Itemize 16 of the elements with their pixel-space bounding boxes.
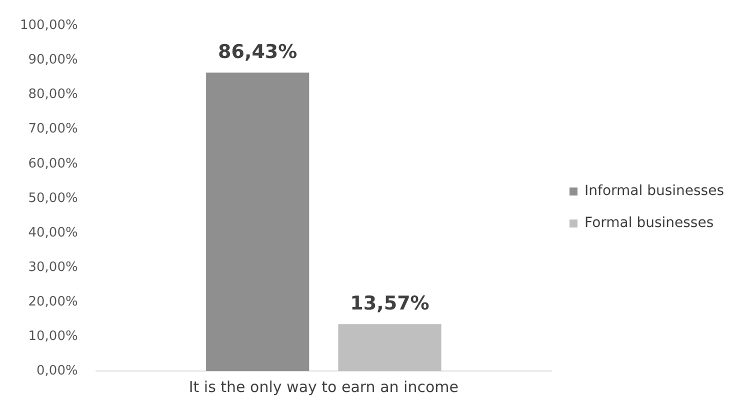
legend-label: Formal businesses bbox=[584, 215, 714, 232]
y-tick-label: 60,00% bbox=[28, 156, 78, 172]
x-tick-label: It is the only way to earn an income bbox=[188, 378, 459, 396]
y-tick-label: 30,00% bbox=[28, 260, 78, 275]
data-label: 86,43% bbox=[218, 41, 298, 64]
y-tick-label: 100,00% bbox=[20, 18, 78, 34]
y-tick-label: 20,00% bbox=[28, 294, 78, 310]
y-tick-label: 0,00% bbox=[36, 363, 78, 378]
legend-label: Informal businesses bbox=[584, 183, 724, 200]
data-label: 13,57% bbox=[350, 292, 430, 315]
y-tick-label: 80,00% bbox=[28, 87, 78, 102]
y-tick-label: 50,00% bbox=[28, 190, 78, 206]
y-tick-label: 70,00% bbox=[28, 122, 78, 137]
y-tick-label: 40,00% bbox=[28, 225, 78, 240]
y-tick-label: 90,00% bbox=[28, 52, 78, 68]
y-tick-label: 10,00% bbox=[28, 328, 78, 344]
